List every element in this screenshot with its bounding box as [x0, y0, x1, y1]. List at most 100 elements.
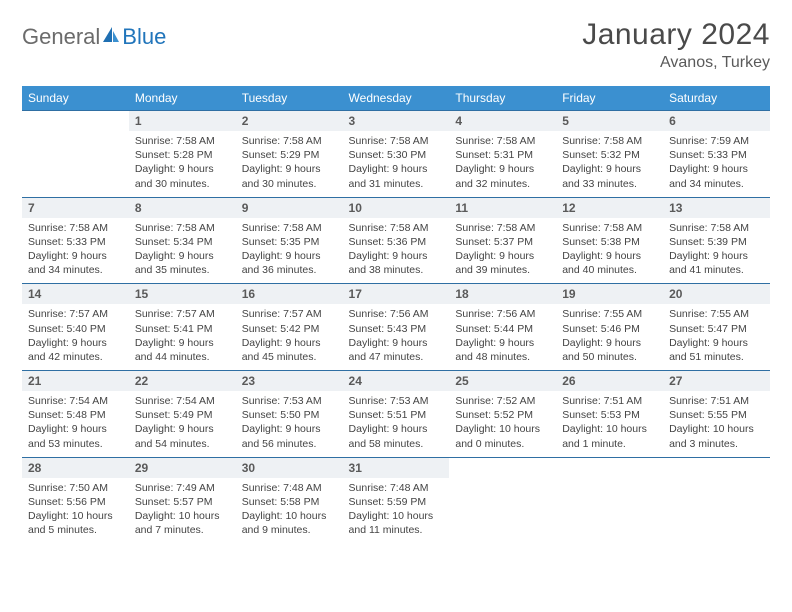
day-content-cell: Sunrise: 7:56 AMSunset: 5:44 PMDaylight:… [449, 304, 556, 370]
day-info-line: Sunrise: 7:55 AM [669, 307, 764, 321]
day-info-line: Sunset: 5:48 PM [28, 408, 123, 422]
day-content-row: Sunrise: 7:58 AMSunset: 5:33 PMDaylight:… [22, 218, 770, 284]
day-info-line: Daylight: 9 hours [135, 336, 230, 350]
day-info-line: Sunrise: 7:56 AM [349, 307, 444, 321]
day-info-line: Sunset: 5:44 PM [455, 322, 550, 336]
day-info-line: Sunrise: 7:58 AM [669, 221, 764, 235]
day-info-line: Sunset: 5:53 PM [562, 408, 657, 422]
day-number-row: 14151617181920 [22, 284, 770, 305]
day-content-cell: Sunrise: 7:58 AMSunset: 5:35 PMDaylight:… [236, 218, 343, 284]
day-content-cell: Sunrise: 7:56 AMSunset: 5:43 PMDaylight:… [343, 304, 450, 370]
day-info-line: Daylight: 9 hours [562, 336, 657, 350]
day-number-cell: 11 [449, 197, 556, 218]
day-info-line: Sunset: 5:46 PM [562, 322, 657, 336]
day-number-cell: 12 [556, 197, 663, 218]
day-info-line: and 54 minutes. [135, 437, 230, 451]
day-info-line: Sunset: 5:34 PM [135, 235, 230, 249]
day-info-line: Daylight: 9 hours [242, 336, 337, 350]
day-content-cell [449, 478, 556, 544]
day-number-cell: 3 [343, 111, 450, 132]
day-info-line: and 40 minutes. [562, 263, 657, 277]
day-info-line: Sunset: 5:42 PM [242, 322, 337, 336]
day-info-line: Sunrise: 7:48 AM [242, 481, 337, 495]
day-info-line: and 38 minutes. [349, 263, 444, 277]
day-content-cell: Sunrise: 7:50 AMSunset: 5:56 PMDaylight:… [22, 478, 129, 544]
day-info-line: Sunrise: 7:55 AM [562, 307, 657, 321]
day-info-line: Daylight: 9 hours [242, 249, 337, 263]
day-info-line: and 0 minutes. [455, 437, 550, 451]
day-info-line: Sunrise: 7:58 AM [135, 134, 230, 148]
day-info-line: and 45 minutes. [242, 350, 337, 364]
day-content-cell: Sunrise: 7:58 AMSunset: 5:31 PMDaylight:… [449, 131, 556, 197]
day-number-cell: 13 [663, 197, 770, 218]
calendar-table: Sunday Monday Tuesday Wednesday Thursday… [22, 86, 770, 543]
day-number-cell: 20 [663, 284, 770, 305]
day-number: 10 [349, 201, 362, 215]
weekday-header: Wednesday [343, 86, 450, 111]
day-number: 25 [455, 374, 468, 388]
day-number-cell: 31 [343, 457, 450, 478]
day-number-cell [449, 457, 556, 478]
day-number-cell: 29 [129, 457, 236, 478]
day-number: 7 [28, 201, 35, 215]
day-info-line: and 30 minutes. [135, 177, 230, 191]
day-info-line: Sunrise: 7:59 AM [669, 134, 764, 148]
day-info-line: Sunset: 5:47 PM [669, 322, 764, 336]
weekday-header: Saturday [663, 86, 770, 111]
day-info-line: Sunset: 5:35 PM [242, 235, 337, 249]
day-info-line: Daylight: 10 hours [349, 509, 444, 523]
day-info-line: Sunset: 5:56 PM [28, 495, 123, 509]
day-info-line: and 36 minutes. [242, 263, 337, 277]
day-content-cell: Sunrise: 7:58 AMSunset: 5:28 PMDaylight:… [129, 131, 236, 197]
day-info-line: Daylight: 9 hours [242, 162, 337, 176]
day-info-line: Daylight: 9 hours [562, 249, 657, 263]
day-info-line: Sunrise: 7:51 AM [562, 394, 657, 408]
day-number-row: 123456 [22, 111, 770, 132]
day-number: 28 [28, 461, 41, 475]
day-number-cell: 23 [236, 371, 343, 392]
day-info-line: Daylight: 9 hours [135, 249, 230, 263]
day-info-line: Sunrise: 7:54 AM [135, 394, 230, 408]
day-info-line: Sunset: 5:41 PM [135, 322, 230, 336]
day-info-line: Sunset: 5:29 PM [242, 148, 337, 162]
day-content-cell: Sunrise: 7:53 AMSunset: 5:51 PMDaylight:… [343, 391, 450, 457]
day-info-line: Sunrise: 7:53 AM [242, 394, 337, 408]
day-info-line: Daylight: 9 hours [669, 162, 764, 176]
day-number-cell: 9 [236, 197, 343, 218]
day-number: 31 [349, 461, 362, 475]
day-info-line: Sunset: 5:40 PM [28, 322, 123, 336]
location-subtitle: Avanos, Turkey [582, 54, 770, 72]
day-content-cell: Sunrise: 7:52 AMSunset: 5:52 PMDaylight:… [449, 391, 556, 457]
day-info-line: and 58 minutes. [349, 437, 444, 451]
day-number: 11 [455, 201, 468, 215]
weekday-header: Tuesday [236, 86, 343, 111]
day-info-line: Daylight: 9 hours [242, 422, 337, 436]
weekday-header: Thursday [449, 86, 556, 111]
day-info-line: Daylight: 10 hours [242, 509, 337, 523]
day-info-line: Sunrise: 7:57 AM [242, 307, 337, 321]
day-number-cell: 18 [449, 284, 556, 305]
day-content-cell: Sunrise: 7:58 AMSunset: 5:39 PMDaylight:… [663, 218, 770, 284]
day-content-cell: Sunrise: 7:57 AMSunset: 5:41 PMDaylight:… [129, 304, 236, 370]
day-number: 19 [562, 287, 575, 301]
day-info-line: Daylight: 9 hours [349, 336, 444, 350]
day-number: 8 [135, 201, 142, 215]
day-number-cell: 26 [556, 371, 663, 392]
day-number: 2 [242, 114, 249, 128]
day-info-line: Sunset: 5:39 PM [669, 235, 764, 249]
day-number-cell: 8 [129, 197, 236, 218]
day-info-line: and 9 minutes. [242, 523, 337, 537]
day-content-cell: Sunrise: 7:57 AMSunset: 5:40 PMDaylight:… [22, 304, 129, 370]
day-info-line: Sunset: 5:55 PM [669, 408, 764, 422]
day-number-cell [556, 457, 663, 478]
day-info-line: Sunrise: 7:57 AM [135, 307, 230, 321]
day-info-line: Daylight: 9 hours [562, 162, 657, 176]
logo: General Blue [22, 24, 166, 50]
weekday-header: Sunday [22, 86, 129, 111]
day-info-line: Sunrise: 7:58 AM [562, 221, 657, 235]
day-content-cell: Sunrise: 7:55 AMSunset: 5:47 PMDaylight:… [663, 304, 770, 370]
day-number: 26 [562, 374, 575, 388]
day-info-line: Daylight: 9 hours [349, 422, 444, 436]
day-info-line: and 39 minutes. [455, 263, 550, 277]
day-number: 4 [455, 114, 462, 128]
